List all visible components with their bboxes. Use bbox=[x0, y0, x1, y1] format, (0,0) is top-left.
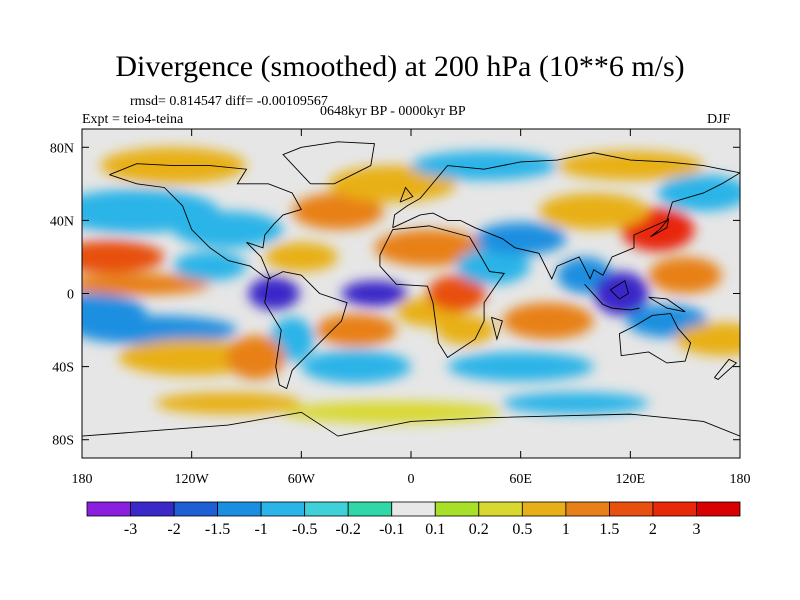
colorbar-swatch bbox=[565, 501, 610, 517]
colorbar-label: 1.5 bbox=[599, 521, 619, 538]
colorbar-swatch bbox=[304, 501, 349, 517]
colorbar-swatch bbox=[478, 501, 523, 517]
colorbar: -3 -2 -1.5 -1 -0.5 -0.2 -0.1 0.1 0.2 0.5 1 1.5 2 3 bbox=[86, 501, 741, 538]
lat-tick-label: 80N bbox=[50, 141, 74, 156]
colorbar-label: -1 bbox=[254, 521, 267, 538]
colorbar-swatch bbox=[86, 501, 131, 517]
colorbar-swatch bbox=[260, 501, 306, 517]
colorbar-label: 0.1 bbox=[425, 521, 445, 538]
lon-tick-label: 180 bbox=[730, 472, 751, 487]
colorbar-label: -1.5 bbox=[205, 521, 230, 538]
lon-tick-label: 120E bbox=[616, 472, 646, 487]
longitude-axis: 180 120W 60W 0 60E 120E 180 bbox=[72, 129, 751, 487]
colorbar-label: 0.5 bbox=[512, 521, 532, 538]
experiment-label: Expt = teio4-teina bbox=[82, 112, 184, 127]
colorbar-label: 0.2 bbox=[469, 521, 489, 538]
colorbar-swatch bbox=[173, 501, 218, 517]
lat-tick-label: 80S bbox=[52, 434, 74, 449]
lat-tick-label: 40S bbox=[52, 361, 74, 376]
latitude-axis: 80N 40N 0 40S 80S bbox=[50, 141, 740, 449]
colorbar-swatch bbox=[696, 501, 741, 517]
map-title: Divergence (smoothed) at 200 hPa (10**6 … bbox=[115, 50, 685, 83]
lon-tick-label: 60E bbox=[509, 472, 532, 487]
lon-tick-label: 180 bbox=[72, 472, 93, 487]
colorbar-label: 3 bbox=[692, 521, 700, 538]
colorbar-label: 1 bbox=[562, 521, 570, 538]
coastlines bbox=[82, 141, 740, 437]
colorbar-swatch bbox=[521, 501, 567, 517]
colorbar-label: -0.5 bbox=[292, 521, 317, 538]
lat-tick-label: 0 bbox=[67, 288, 74, 303]
colorbar-label: -0.1 bbox=[379, 521, 404, 538]
colorbar-label: 2 bbox=[649, 521, 657, 538]
lon-tick-label: 120W bbox=[175, 472, 210, 487]
colorbar-label: -3 bbox=[124, 521, 137, 538]
colorbar-swatch bbox=[391, 501, 436, 517]
lon-tick-label: 60W bbox=[288, 472, 316, 487]
colorbar-swatch bbox=[217, 501, 262, 517]
colorbar-label: -0.2 bbox=[336, 521, 361, 538]
colorbar-swatch bbox=[434, 501, 480, 517]
lat-tick-label: 40N bbox=[50, 214, 74, 229]
season-label: DJF bbox=[707, 112, 731, 127]
lon-tick-label: 0 bbox=[408, 472, 415, 487]
colorbar-swatch bbox=[130, 501, 175, 517]
stats-line: rmsd= 0.814547 diff= -0.00109567 bbox=[130, 94, 328, 109]
colorbar-swatch bbox=[652, 501, 697, 517]
divergence-field bbox=[82, 129, 740, 458]
colorbar-swatch bbox=[609, 501, 654, 517]
period-label: 0648kyr BP - 0000kyr BP bbox=[320, 104, 466, 119]
colorbar-swatch bbox=[347, 501, 393, 517]
colorbar-label: -2 bbox=[167, 521, 180, 538]
